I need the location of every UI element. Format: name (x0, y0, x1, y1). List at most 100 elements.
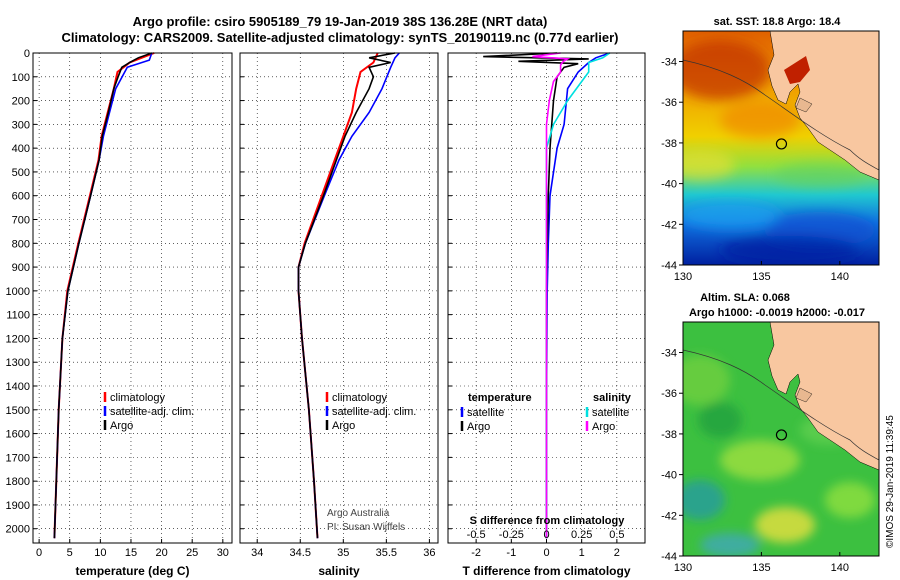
sla-contour (683, 349, 879, 461)
y-tick-label: 300 (12, 119, 30, 131)
x-axis-label: salinity (318, 564, 360, 578)
map-x-tick-label: 135 (752, 271, 770, 283)
map-y-tick-label: -44 (661, 260, 677, 272)
legend-label-satellite: satellite-adj. clim. (110, 406, 194, 418)
y-tick-label: 2000 (6, 524, 30, 536)
series-argo (53, 52, 153, 539)
legend-title-temperature: temperature (468, 392, 532, 404)
title-line-2: Climatology: CARS2009. Satellite-adjuste… (61, 30, 618, 45)
sst-contour (683, 59, 879, 171)
legend-label-s-argo_diff_s: Argo (592, 421, 615, 433)
y-tick-label: 200 (12, 96, 30, 108)
annotation-pi: PI: Susan Wijffels (327, 522, 405, 533)
salinity-panel: 34 34.5 35 35.5 36 salinity climatology satelli… (239, 52, 439, 578)
y-tick-label: 500 (12, 167, 30, 179)
imos-credit: ©IMOS 29-Jan-2019 11:39:45 (885, 415, 896, 548)
map-y-tick-label: -42 (661, 219, 677, 231)
secondary-tick-label: -0.25 (499, 529, 524, 541)
legend-label-argo: Argo (332, 420, 355, 432)
x-tick-label: 35.5 (376, 547, 397, 559)
map-y-tick-label: -36 (661, 388, 677, 400)
map-y-tick-label: -34 (661, 57, 677, 69)
map-x-tick-label: 135 (752, 562, 770, 574)
x-tick-label: -2 (471, 547, 481, 559)
y-tick-label: 600 (12, 191, 30, 203)
secondary-axis-label: S difference from climatology (470, 515, 626, 527)
series-argo (297, 52, 396, 539)
y-tick-label: 400 (12, 143, 30, 155)
legend-label-t-argo: Argo (467, 421, 490, 433)
legend-title-salinity: salinity (593, 392, 632, 404)
secondary-tick-label: 0.5 (609, 529, 624, 541)
x-tick-label: 20 (155, 547, 167, 559)
map-y-tick-label: -38 (661, 429, 677, 441)
x-tick-label: 36 (423, 547, 435, 559)
plot-frame (239, 52, 439, 544)
y-tick-label: 1100 (6, 310, 30, 322)
map-y-tick-label: -40 (661, 179, 677, 191)
map-x-tick-label: 130 (674, 562, 692, 574)
x-tick-label: 1 (579, 547, 585, 559)
x-tick-label: 30 (217, 547, 229, 559)
legend-label-s-sat_diff_s: satellite (592, 407, 629, 419)
map-y-tick-label: -34 (661, 348, 677, 360)
x-tick-label: 10 (94, 547, 106, 559)
x-tick-label: 2 (614, 547, 620, 559)
legend-label-argo: Argo (110, 420, 133, 432)
y-tick-label: 1600 (6, 429, 30, 441)
legend-label-t-satellite: satellite (467, 407, 504, 419)
y-tick-label: 1800 (6, 476, 30, 488)
y-tick-label: 900 (12, 262, 30, 274)
sla-float-marker (775, 429, 788, 441)
series-climatology (297, 52, 379, 539)
map-y-tick-label: -38 (661, 138, 677, 150)
sla-map-title-2: Argo h1000: -0.0019 h2000: -0.017 (689, 307, 865, 319)
sla-land (767, 322, 879, 471)
secondary-tick-label: 0.25 (571, 529, 592, 541)
secondary-tick-label: 0 (543, 529, 549, 541)
legend-label-climatology: climatology (110, 392, 166, 404)
annotation-argo-australia: Argo Australia (327, 508, 390, 519)
y-tick-label: 1000 (6, 286, 30, 298)
x-tick-label: 35 (337, 547, 349, 559)
y-tick-label: 1300 (6, 357, 30, 369)
secondary-tick-label: -0.5 (467, 529, 486, 541)
y-tick-label: 100 (12, 72, 30, 84)
y-tick-label: 700 (12, 215, 30, 227)
map-y-tick-label: -40 (661, 470, 677, 482)
series-s-argo (532, 52, 571, 539)
x-tick-label: 5 (67, 547, 73, 559)
y-tick-label: 0 (24, 48, 30, 60)
map-y-tick-label: -36 (661, 97, 677, 109)
series-t-satellite (545, 52, 611, 539)
title-line-1: Argo profile: csiro 5905189_79 19-Jan-20… (133, 14, 548, 29)
x-tick-label: 0 (543, 547, 549, 559)
sst-map: sat. SST: 18.8 Argo: 18.4 130 135 140 -34 -3… (661, 16, 880, 283)
x-axis-label: temperature (deg C) (75, 564, 189, 578)
map-y-tick-label: -42 (661, 510, 677, 522)
legend-label-satellite: satellite-adj. clim. (332, 406, 416, 418)
y-tick-label: 1200 (6, 333, 30, 345)
sst-float-marker (775, 138, 788, 150)
map-y-tick-label: -44 (661, 551, 677, 563)
x-axis-label: T difference from climatology (462, 564, 630, 578)
y-tick-label: 1900 (6, 500, 30, 512)
y-tick-label: 800 (12, 238, 30, 250)
series-satellite-adj-clim- (53, 52, 153, 539)
series-t-argo (483, 52, 589, 539)
sla-map-title-1: Altim. SLA: 0.068 (700, 292, 790, 304)
y-tick-label: 1500 (6, 405, 30, 417)
y-tick-label: 1700 (6, 452, 30, 464)
differences-panel: -2 -1 0 1 2 T difference from climatology temp… (447, 52, 646, 578)
map-x-tick-label: 140 (831, 271, 849, 283)
x-tick-label: 25 (186, 547, 198, 559)
map-x-tick-label: 140 (831, 562, 849, 574)
legend-label-climatology: climatology (332, 392, 388, 404)
x-tick-label: -1 (506, 547, 516, 559)
map-x-tick-label: 130 (674, 271, 692, 283)
x-tick-label: 15 (125, 547, 137, 559)
sla-map: Altim. SLA: 0.068 Argo h1000: -0.0019 h2… (661, 292, 880, 574)
temperature-panel: 0 5 10 15 20 25 30 temperature (deg C) 0 100 200 30… (6, 48, 233, 578)
x-tick-label: 0 (36, 547, 42, 559)
